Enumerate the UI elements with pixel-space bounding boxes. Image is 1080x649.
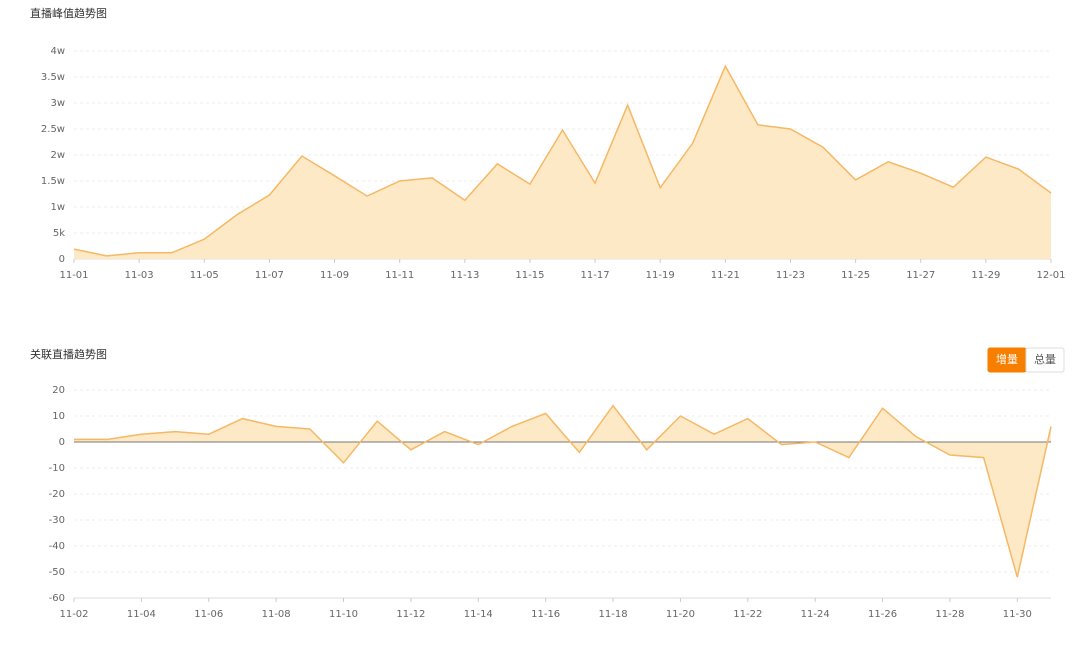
x-tick-label: 11-01 — [59, 270, 88, 281]
x-tick-label: 11-24 — [801, 609, 830, 620]
y-tick-label: 20 — [52, 385, 65, 396]
x-tick-label: 11-12 — [396, 609, 425, 620]
x-tick-label: 11-07 — [255, 270, 284, 281]
area — [74, 66, 1051, 259]
y-tick-label: -20 — [49, 489, 65, 500]
x-tick-label: 11-13 — [450, 270, 479, 281]
x-tick-label: 11-19 — [646, 270, 675, 281]
x-tick-label: 11-23 — [776, 270, 805, 281]
x-tick-label: 11-21 — [711, 270, 740, 281]
x-tick-label: 11-03 — [125, 270, 154, 281]
toggle-button-label[interactable]: 增量 — [996, 352, 1018, 366]
y-tick-label: 4w — [50, 46, 65, 57]
line — [74, 404, 1052, 578]
y-tick-label: 5k — [53, 228, 65, 239]
x-tick-label: 11-20 — [666, 609, 695, 620]
x-tick-label: 11-25 — [841, 270, 870, 281]
x-tick-label: 11-28 — [935, 609, 964, 620]
x-tick-label: 12-01 — [1036, 270, 1065, 281]
y-tick-label: 3.5w — [41, 72, 65, 83]
toggle-button-label[interactable]: 总量 — [1034, 352, 1056, 366]
area — [74, 405, 1051, 578]
x-tick-label: 11-02 — [59, 609, 88, 620]
x-tick-label: 11-18 — [599, 609, 628, 620]
y-tick-label: 1w — [50, 202, 65, 213]
chart-title: 直播峰值趋势图 — [30, 6, 107, 20]
x-tick-label: 11-30 — [1003, 609, 1032, 620]
y-tick-label: -50 — [49, 567, 65, 578]
x-tick-label: 11-08 — [262, 609, 291, 620]
y-tick-label: 2.5w — [41, 124, 65, 135]
x-tick-label: 11-16 — [531, 609, 560, 620]
y-tick-label: 2w — [50, 150, 65, 161]
x-tick-label: 11-11 — [385, 270, 414, 281]
x-tick-label: 11-27 — [906, 270, 935, 281]
chart-title: 关联直播趋势图 — [30, 347, 107, 361]
x-tick-label: 11-04 — [127, 609, 156, 620]
y-tick-label: 3w — [50, 98, 65, 109]
x-tick-label: 11-22 — [733, 609, 762, 620]
y-tick-label: -60 — [49, 593, 65, 604]
x-tick-label: 11-06 — [194, 609, 223, 620]
line — [73, 64, 1052, 257]
y-tick-label: -10 — [49, 463, 65, 474]
y-tick-label: 1.5w — [41, 176, 65, 187]
y-tick-label: 0 — [59, 437, 65, 448]
x-tick-label: 11-26 — [868, 609, 897, 620]
y-tick-label: 0 — [59, 254, 65, 265]
x-tick-label: 11-14 — [464, 609, 493, 620]
x-tick-label: 11-15 — [515, 270, 544, 281]
x-tick-label: 11-05 — [190, 270, 219, 281]
x-tick-label: 11-10 — [329, 609, 358, 620]
x-tick-label: 11-09 — [320, 270, 349, 281]
y-tick-label: -40 — [49, 541, 65, 552]
x-tick-label: 11-29 — [971, 270, 1000, 281]
toggle-button[interactable] — [1025, 347, 1065, 373]
y-tick-label: 10 — [52, 411, 65, 422]
x-tick-label: 11-17 — [581, 270, 610, 281]
y-tick-label: -30 — [49, 515, 65, 526]
